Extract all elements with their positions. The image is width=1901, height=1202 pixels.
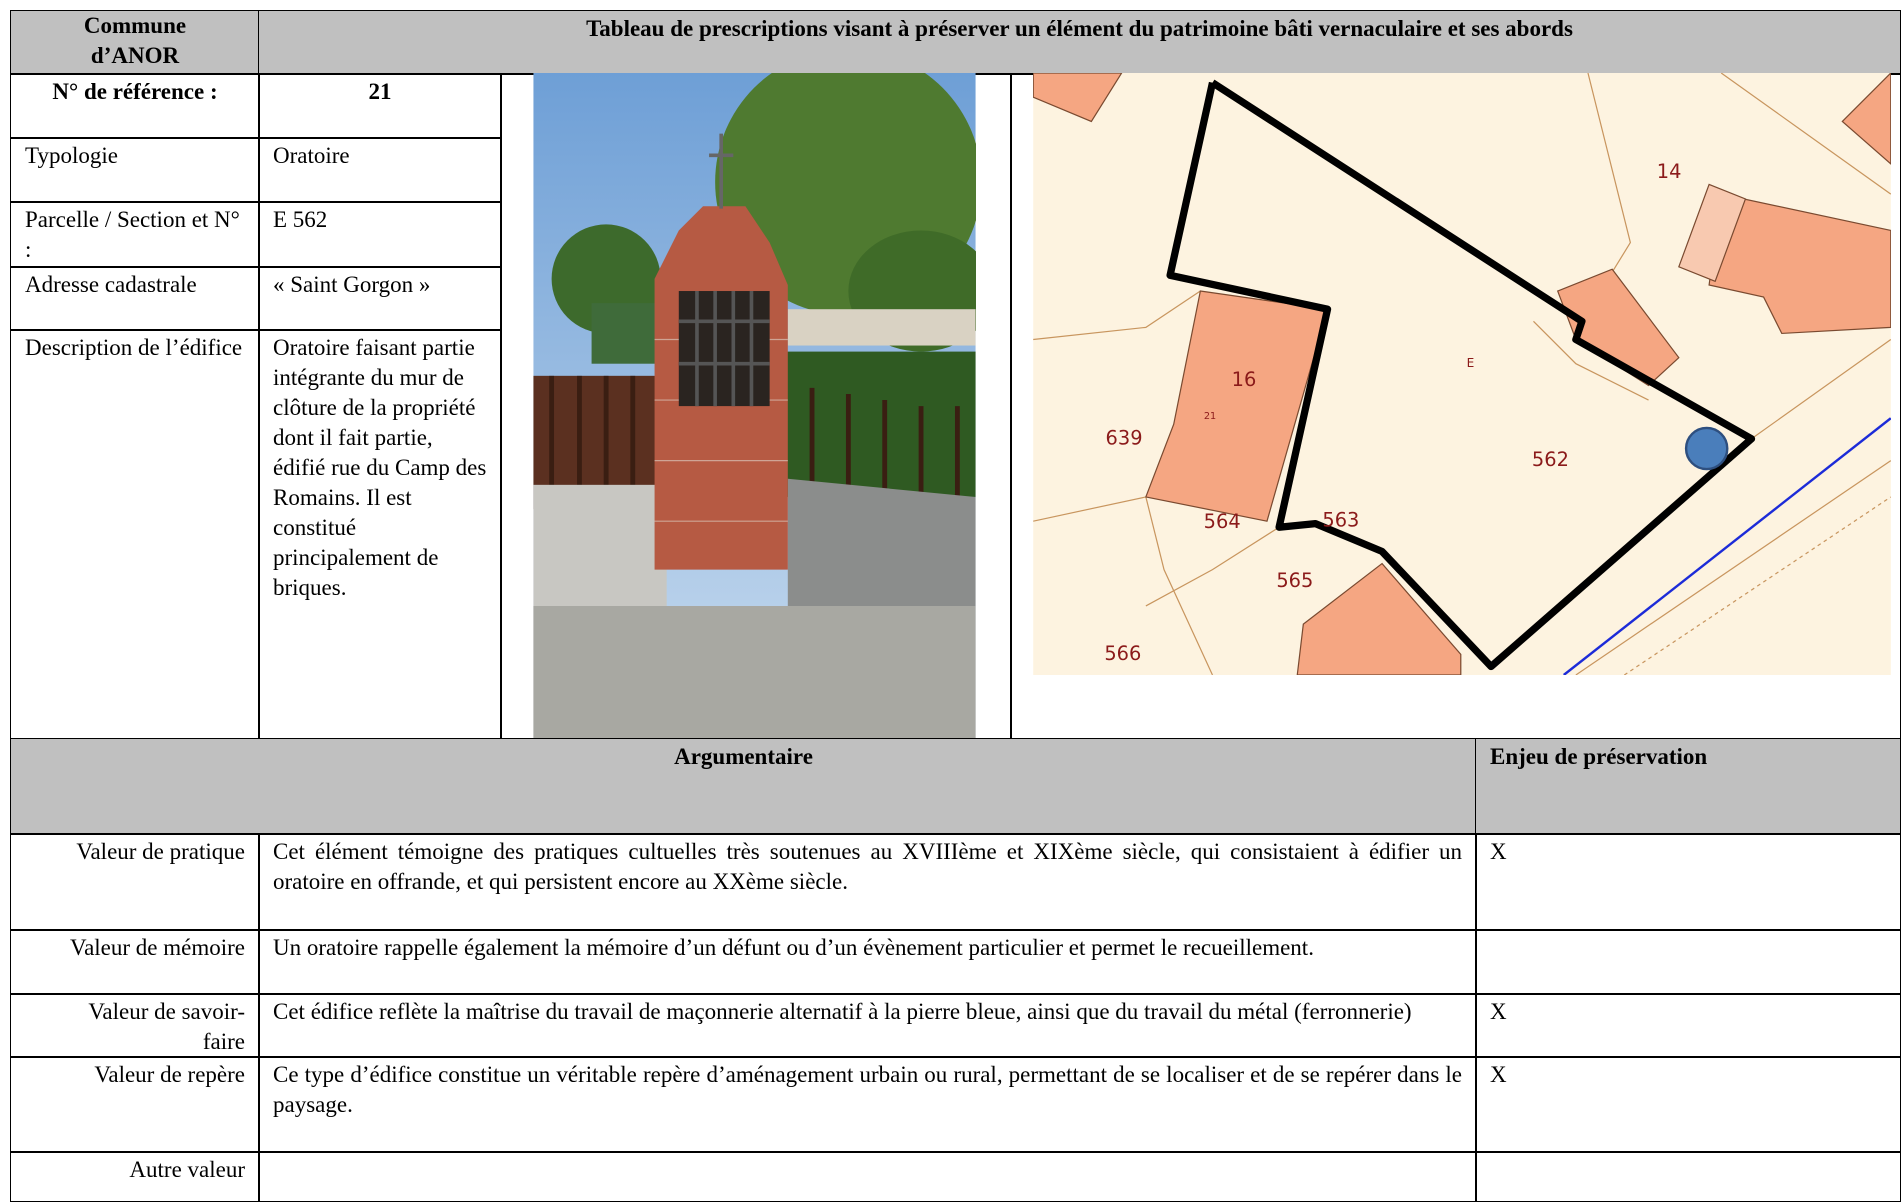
commune: Commune d’ANOR bbox=[10, 10, 260, 75]
header-title: Tableau de prescriptions visant à préser… bbox=[258, 10, 1901, 75]
map-label: 566 bbox=[1104, 642, 1141, 665]
value-label: Valeur de pratique bbox=[10, 833, 260, 931]
field-label: Description de l’édifice bbox=[10, 329, 260, 740]
enjeu-mark bbox=[1475, 1151, 1901, 1202]
map: 14 E 16 21 639 562 564 563 565 566 bbox=[1033, 73, 1891, 675]
field-value: E 562 bbox=[258, 201, 502, 268]
enjeu-mark bbox=[1475, 929, 1901, 995]
map-label: 16 bbox=[1232, 368, 1257, 391]
field-label: Adresse cadastrale bbox=[10, 266, 260, 331]
value-text: Ce type d’édifice constitue un véritable… bbox=[258, 1056, 1477, 1153]
field-value: « Saint Gorgon » bbox=[258, 266, 502, 331]
map-label: 565 bbox=[1276, 569, 1313, 592]
value-text: Cet édifice reflète la maîtrise du trava… bbox=[258, 993, 1477, 1058]
value-text bbox=[258, 1151, 1477, 1202]
enjeu-mark: X bbox=[1475, 1056, 1901, 1153]
map-label: 563 bbox=[1322, 509, 1359, 532]
map-label: 562 bbox=[1532, 448, 1569, 471]
value-label: Autre valeur bbox=[10, 1151, 260, 1202]
value-label: Valeur de repère bbox=[10, 1056, 260, 1153]
enjeu-mark: X bbox=[1475, 833, 1901, 931]
argumentaire-header: Argumentaire bbox=[10, 738, 1477, 835]
photo bbox=[533, 73, 976, 738]
enjeu-header: Enjeu de préservation bbox=[1475, 738, 1901, 835]
map-label: 21 bbox=[1204, 411, 1216, 422]
map-label: E bbox=[1467, 356, 1475, 370]
enjeu-mark: X bbox=[1475, 993, 1901, 1058]
field-value: Oratoire faisant partie intégrante du mu… bbox=[258, 329, 502, 740]
map-label: 639 bbox=[1106, 426, 1143, 449]
field-value: Oratoire bbox=[258, 137, 502, 203]
value-text: Un oratoire rappelle également la mémoir… bbox=[258, 929, 1477, 995]
reference-label: N° de référence : bbox=[10, 73, 260, 139]
map-label: 564 bbox=[1204, 510, 1241, 533]
location-marker bbox=[1684, 426, 1729, 471]
map-label: 14 bbox=[1657, 160, 1682, 183]
reference-value: 21 bbox=[258, 73, 502, 139]
value-label: Valeur de savoir-faire bbox=[10, 993, 260, 1058]
field-label: Parcelle / Section et N° : bbox=[10, 201, 260, 268]
field-label: Typologie bbox=[10, 137, 260, 203]
value-label: Valeur de mémoire bbox=[10, 929, 260, 995]
value-text: Cet élément témoigne des pratiques cultu… bbox=[258, 833, 1477, 931]
